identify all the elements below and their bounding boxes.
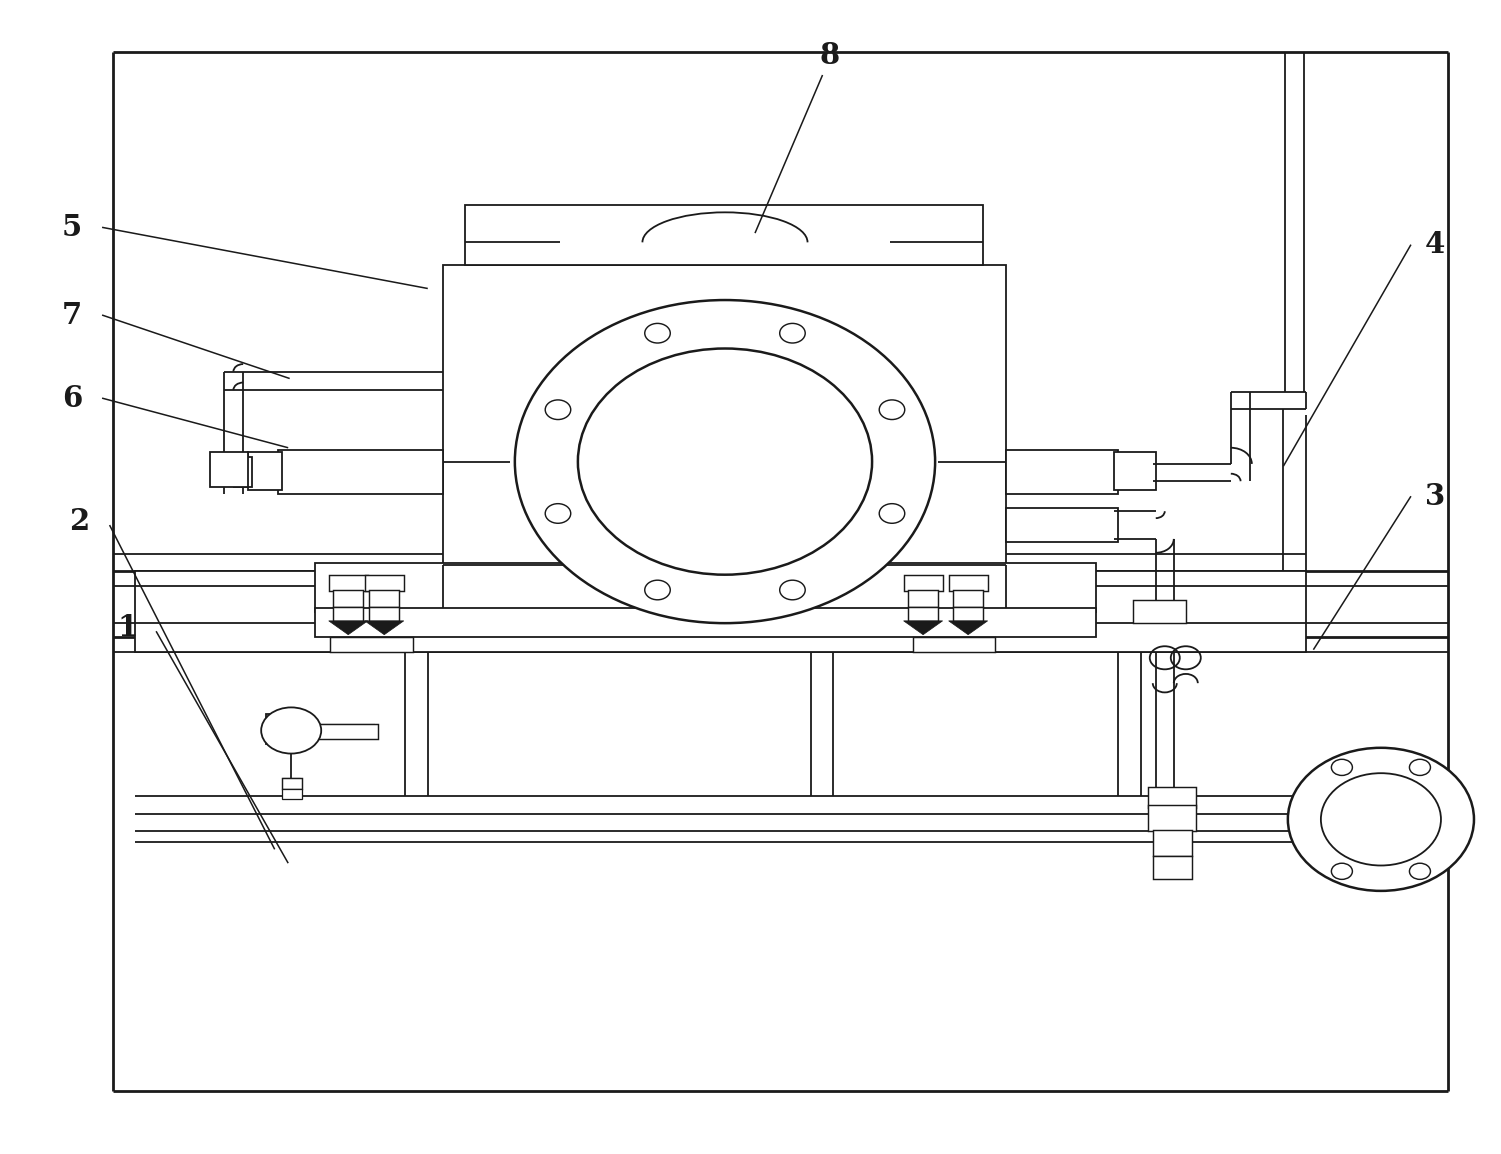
Bar bbox=[1153, 856, 1192, 879]
Bar bbox=[234, 457, 252, 487]
Bar bbox=[369, 590, 399, 607]
Circle shape bbox=[545, 503, 570, 523]
Bar bbox=[329, 575, 368, 591]
Circle shape bbox=[1321, 773, 1441, 866]
Text: 3: 3 bbox=[1424, 481, 1445, 511]
Bar bbox=[315, 563, 1096, 612]
Bar bbox=[1153, 830, 1192, 856]
Text: 5: 5 bbox=[62, 212, 83, 242]
Circle shape bbox=[545, 400, 570, 420]
Circle shape bbox=[645, 580, 671, 600]
Bar bbox=[333, 590, 363, 607]
Bar bbox=[953, 607, 983, 621]
Bar bbox=[278, 450, 443, 494]
Bar bbox=[1133, 600, 1186, 623]
Circle shape bbox=[578, 349, 872, 575]
Circle shape bbox=[779, 580, 805, 600]
Circle shape bbox=[779, 323, 805, 343]
Circle shape bbox=[1409, 863, 1430, 879]
Circle shape bbox=[515, 300, 935, 623]
Bar bbox=[135, 571, 1306, 652]
Bar bbox=[908, 590, 938, 607]
Text: 7: 7 bbox=[62, 300, 83, 330]
Polygon shape bbox=[329, 621, 368, 635]
Bar bbox=[333, 607, 363, 621]
Bar bbox=[210, 452, 248, 487]
Polygon shape bbox=[365, 621, 404, 635]
Bar bbox=[266, 714, 278, 744]
Bar bbox=[1006, 450, 1118, 494]
Circle shape bbox=[880, 503, 905, 523]
Bar bbox=[1148, 787, 1196, 808]
Circle shape bbox=[1288, 748, 1474, 891]
Circle shape bbox=[1331, 759, 1352, 775]
Text: 2: 2 bbox=[69, 507, 90, 537]
Polygon shape bbox=[904, 621, 943, 635]
Bar bbox=[248, 452, 282, 490]
Bar bbox=[369, 607, 399, 621]
Text: 4: 4 bbox=[1424, 230, 1445, 260]
Circle shape bbox=[261, 707, 321, 754]
Bar bbox=[953, 590, 983, 607]
Circle shape bbox=[880, 400, 905, 420]
Bar bbox=[913, 637, 995, 652]
Circle shape bbox=[645, 323, 671, 343]
Bar bbox=[282, 778, 302, 789]
Bar bbox=[315, 724, 378, 739]
Bar bbox=[1006, 508, 1118, 542]
Bar bbox=[1148, 805, 1196, 831]
Circle shape bbox=[1409, 759, 1430, 775]
Text: 1: 1 bbox=[117, 613, 138, 643]
Bar bbox=[282, 789, 302, 799]
Bar bbox=[908, 607, 938, 621]
Bar bbox=[365, 575, 404, 591]
Circle shape bbox=[1331, 863, 1352, 879]
Bar bbox=[949, 575, 988, 591]
Bar bbox=[315, 608, 1096, 637]
Text: 8: 8 bbox=[820, 40, 841, 70]
Bar bbox=[330, 637, 413, 652]
Bar bbox=[443, 265, 1006, 565]
Bar bbox=[1114, 452, 1156, 490]
Bar bbox=[465, 205, 983, 265]
Text: 6: 6 bbox=[62, 383, 83, 413]
Polygon shape bbox=[949, 621, 988, 635]
Bar bbox=[904, 575, 943, 591]
